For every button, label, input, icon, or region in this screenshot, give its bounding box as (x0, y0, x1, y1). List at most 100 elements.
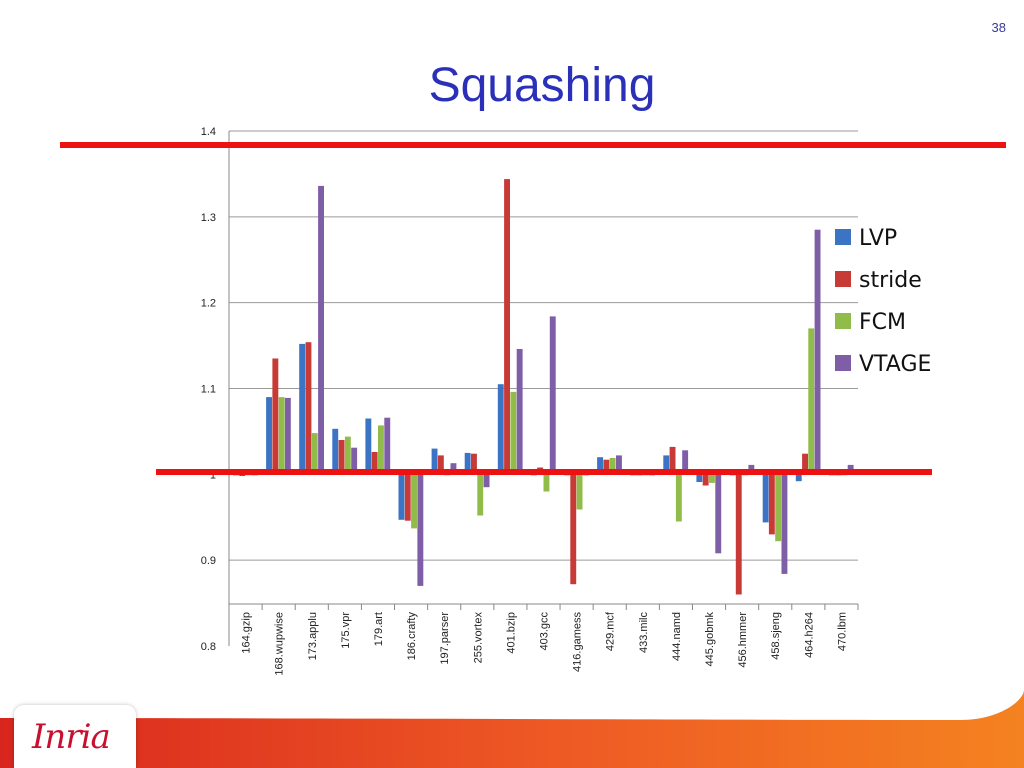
inria-logo-text: Inria (32, 717, 111, 757)
bar-fcm (411, 474, 417, 529)
bar-vtage (549, 316, 556, 475)
bar-fcm (510, 391, 517, 475)
bar-lvp (663, 455, 670, 475)
y-tick-label: 1.4 (201, 126, 216, 138)
bar-vtage (715, 474, 722, 554)
y-tick-label: 1.3 (201, 212, 216, 224)
x-tick-label: 456.hmmer (737, 612, 749, 668)
bar-vtage (351, 447, 358, 475)
bar-stride (669, 446, 676, 475)
x-tick-label: 458.sjeng (770, 612, 782, 660)
y-tick-labels: 0.8 0.9 1 1.1 1.2 1.3 1.4 (201, 126, 216, 653)
bar-fcm (378, 425, 384, 475)
bar-vtage (616, 455, 622, 475)
bar-lvp (398, 474, 405, 520)
x-tick-label: 164.gzip (241, 612, 253, 654)
legend-label: stride (859, 268, 922, 293)
bar-chart: 0.80.911.11.21.31.4 164.gzip 168.wupwise 1… (60, 126, 1006, 676)
y-tick-label: 0.8 (201, 641, 216, 653)
bar-stride (305, 342, 312, 475)
legend-swatch-stride (835, 271, 851, 287)
bar-lvp (431, 448, 438, 475)
bar-fcm (543, 474, 550, 492)
x-tick-label: 175.vpr (340, 612, 352, 649)
bar-lvp (762, 474, 769, 523)
axes (228, 131, 859, 646)
x-tick-label: 429.mcf (605, 611, 617, 651)
bar-stride (272, 358, 279, 475)
bar-vtage (781, 474, 788, 574)
x-tick-labels: 164.gzip 168.wupwise 173.applu 175.vpr 179.a… (241, 611, 849, 676)
bar-fcm (709, 474, 715, 483)
x-tick-label: 197.parser (439, 612, 451, 665)
legend-label: LVP (859, 226, 897, 251)
bar-lvp (795, 474, 802, 482)
legend-label: FCM (859, 310, 906, 335)
y-tick-label: 1 (210, 469, 216, 481)
bar-stride (603, 459, 610, 475)
bar-lvp (365, 418, 372, 475)
bars (233, 179, 854, 595)
y-tick-label: 1.1 (201, 384, 216, 396)
slide-title: Squashing (428, 59, 656, 112)
legend: LVP stride FCM VTAGE (835, 226, 931, 377)
x-tick-label: 444.namd (671, 612, 683, 661)
x-tick-label: 401.bzip (505, 612, 517, 654)
bar-stride (437, 455, 444, 475)
legend-swatch-fcm (835, 313, 851, 329)
legend-label: VTAGE (859, 352, 931, 377)
bar-lvp (332, 428, 339, 475)
bar-fcm (477, 474, 484, 516)
bar-fcm (576, 474, 583, 510)
bar-stride (239, 474, 246, 476)
x-tick-label: 433.milc (638, 612, 650, 653)
bar-stride (371, 452, 378, 475)
bar-fcm (311, 433, 318, 475)
x-tick-label: 445.gobmk (704, 612, 716, 667)
bar-vtage (417, 474, 424, 586)
footer-band (0, 690, 1024, 768)
bar-stride (768, 474, 775, 535)
bar-vtage (450, 463, 457, 475)
bar-lvp (597, 457, 603, 475)
bar-fcm (278, 397, 285, 475)
bar-stride (735, 474, 742, 595)
bar-lvp (696, 474, 703, 482)
bar-stride (802, 453, 808, 475)
bar-vtage (516, 349, 523, 475)
x-tick-label: 470.lbm (836, 612, 848, 651)
x-tick-label: 173.applu (307, 612, 319, 660)
x-tick-label: 186.crafty (406, 612, 418, 661)
bar-stride (404, 474, 411, 521)
legend-swatch-lvp (835, 229, 851, 245)
bar-fcm (808, 328, 815, 475)
bar-stride (338, 440, 345, 475)
x-tick-label: 255.vortex (472, 612, 484, 664)
x-tick-label: 464.h264 (803, 612, 815, 658)
bar-stride (504, 179, 510, 475)
bar-vtage (814, 229, 821, 475)
y-tick-label: 0.9 (201, 555, 216, 567)
x-tick-label: 416.gamess (572, 612, 584, 672)
bar-vtage (483, 474, 490, 488)
bar-stride (570, 474, 577, 585)
bar-lvp (266, 397, 272, 475)
slide-number: 38 (991, 20, 1006, 35)
x-tick-label: 403.gcc (539, 612, 551, 651)
bar-stride (702, 474, 709, 486)
bar-vtage (682, 450, 689, 475)
bar-fcm (344, 436, 351, 475)
bar-lvp (464, 452, 471, 475)
bar-stride (471, 453, 477, 475)
bar-fcm (609, 458, 616, 475)
bar-lvp (497, 384, 504, 475)
x-tick-label: 179.art (373, 612, 385, 646)
bar-lvp (299, 343, 306, 475)
bar-vtage (318, 185, 324, 475)
x-tick-label: 168.wupwise (274, 612, 286, 676)
bar-vtage (284, 397, 291, 475)
inria-logo: Inria (14, 705, 136, 768)
bar-fcm (675, 474, 682, 522)
bar-fcm (775, 474, 782, 542)
legend-swatch-vtage (835, 355, 851, 371)
